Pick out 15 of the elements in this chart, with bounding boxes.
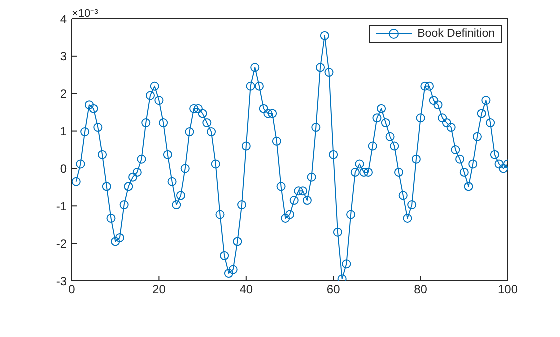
annotation: ×10⁻³: [72, 8, 99, 20]
y-tick-label: -1: [56, 199, 68, 214]
x-tick-label: 60: [326, 282, 341, 297]
y-tick-label: 1: [60, 124, 68, 139]
x-tick-label: 80: [414, 282, 428, 297]
x-tick-label: 100: [498, 282, 518, 297]
y-tick-label: 0: [60, 162, 68, 176]
y-tick-label: 3: [60, 50, 68, 64]
x-tick-label: 20: [152, 282, 166, 297]
y-tick-label: 2: [60, 87, 68, 102]
x-tick-label: 40: [240, 282, 254, 297]
y-tick-label: -3: [56, 274, 68, 288]
y-tick-label: 4: [60, 12, 68, 26]
legend-label: Book Definition: [418, 28, 495, 40]
y-tick-label: -2: [56, 236, 68, 251]
